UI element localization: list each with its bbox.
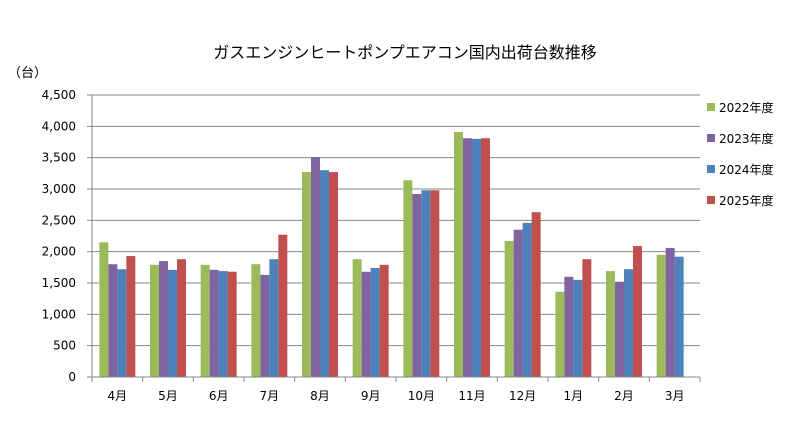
y-tick-label: 3,500 bbox=[42, 151, 76, 165]
bar-2024年度-4月 bbox=[117, 269, 127, 377]
bar-2025年度-11月 bbox=[481, 138, 490, 377]
bar-2023年度-4月 bbox=[108, 264, 118, 377]
legend-label: 2025年度 bbox=[719, 193, 774, 208]
x-tick-label: 9月 bbox=[361, 389, 381, 403]
x-tick-label: 5月 bbox=[158, 389, 178, 403]
bar-2022年度-12月 bbox=[504, 241, 514, 377]
bar-2023年度-1月 bbox=[564, 276, 574, 377]
x-tick-label: 10月 bbox=[408, 389, 435, 403]
bar-2024年度-1月 bbox=[573, 279, 583, 377]
bar-2022年度-8月 bbox=[302, 172, 311, 377]
bar-2025年度-1月 bbox=[582, 259, 592, 377]
bar-2023年度-7月 bbox=[260, 274, 270, 377]
bar-2022年度-4月 bbox=[99, 242, 109, 377]
bar-2024年度-3月 bbox=[674, 256, 684, 377]
bar-2022年度-7月 bbox=[251, 264, 261, 377]
bar-2023年度-12月 bbox=[513, 229, 523, 377]
y-tick-label: 2,000 bbox=[42, 245, 76, 259]
y-tick-label: 4,500 bbox=[42, 88, 76, 102]
legend-label: 2023年度 bbox=[719, 131, 774, 146]
y-tick-label: 500 bbox=[53, 339, 76, 353]
bar-2023年度-2月 bbox=[615, 281, 624, 377]
bar-2024年度-6月 bbox=[218, 271, 228, 377]
legend-swatch bbox=[707, 103, 715, 111]
y-tick-label: 1,000 bbox=[42, 307, 76, 321]
bar-2024年度-8月 bbox=[320, 170, 329, 377]
x-tick-label: 7月 bbox=[260, 389, 280, 403]
chart-title: ガスエンジンヒートポンプエアコン国内出荷台数推移 bbox=[213, 43, 597, 62]
x-tick-label: 12月 bbox=[509, 389, 536, 403]
y-axis-unit-label: （台） bbox=[8, 66, 47, 81]
bar-2022年度-9月 bbox=[352, 259, 362, 377]
bar-2025年度-8月 bbox=[329, 172, 338, 377]
bar-2022年度-6月 bbox=[200, 264, 210, 377]
bar-2022年度-5月 bbox=[150, 264, 159, 377]
bar-2022年度-2月 bbox=[606, 271, 615, 377]
bar-2025年度-9月 bbox=[379, 264, 389, 377]
bar-2025年度-12月 bbox=[531, 212, 541, 377]
bar-2024年度-12月 bbox=[522, 222, 532, 377]
bar-2022年度-3月 bbox=[656, 254, 666, 377]
y-tick-label: 3,000 bbox=[42, 182, 76, 196]
y-tick-label: 1,500 bbox=[42, 276, 76, 290]
bar-2024年度-7月 bbox=[269, 259, 279, 377]
y-tick-label: 2,500 bbox=[42, 213, 76, 227]
y-tick-label: 4,000 bbox=[42, 119, 76, 133]
bar-2024年度-11月 bbox=[472, 138, 481, 377]
x-tick-label: 6月 bbox=[209, 389, 229, 403]
bar-2024年度-10月 bbox=[421, 190, 431, 377]
bar-2025年度-5月 bbox=[177, 259, 186, 377]
bar-2023年度-8月 bbox=[311, 157, 320, 377]
bar-2024年度-5月 bbox=[168, 269, 177, 377]
x-tick-label: 2月 bbox=[614, 389, 634, 403]
x-tick-label: 3月 bbox=[665, 389, 685, 403]
bar-2024年度-2月 bbox=[624, 269, 633, 377]
legend-swatch bbox=[707, 196, 715, 204]
bar-2025年度-6月 bbox=[227, 271, 237, 377]
bar-2022年度-10月 bbox=[403, 180, 413, 377]
legend-label: 2024年度 bbox=[719, 162, 774, 177]
bar-2024年度-9月 bbox=[370, 267, 380, 377]
bar-2025年度-10月 bbox=[430, 190, 440, 377]
bar-2025年度-4月 bbox=[126, 256, 136, 377]
x-tick-label: 1月 bbox=[564, 389, 584, 403]
bar-2023年度-5月 bbox=[159, 261, 168, 377]
x-tick-label: 4月 bbox=[108, 389, 128, 403]
bar-2025年度-2月 bbox=[633, 246, 642, 377]
bar-2022年度-11月 bbox=[454, 131, 463, 377]
legend-swatch bbox=[707, 134, 715, 142]
bar-2023年度-3月 bbox=[665, 247, 675, 377]
x-tick-label: 8月 bbox=[310, 389, 330, 403]
x-tick-label: 11月 bbox=[458, 389, 485, 403]
bar-2023年度-6月 bbox=[209, 269, 219, 377]
bar-2023年度-11月 bbox=[463, 138, 472, 377]
bar-2022年度-1月 bbox=[555, 291, 565, 377]
y-tick-label: 0 bbox=[68, 370, 76, 384]
bar-2023年度-9月 bbox=[361, 271, 371, 377]
bar-2023年度-10月 bbox=[412, 194, 422, 377]
legend-label: 2022年度 bbox=[719, 100, 774, 115]
bar-2025年度-7月 bbox=[278, 234, 288, 377]
legend-swatch bbox=[707, 165, 715, 173]
